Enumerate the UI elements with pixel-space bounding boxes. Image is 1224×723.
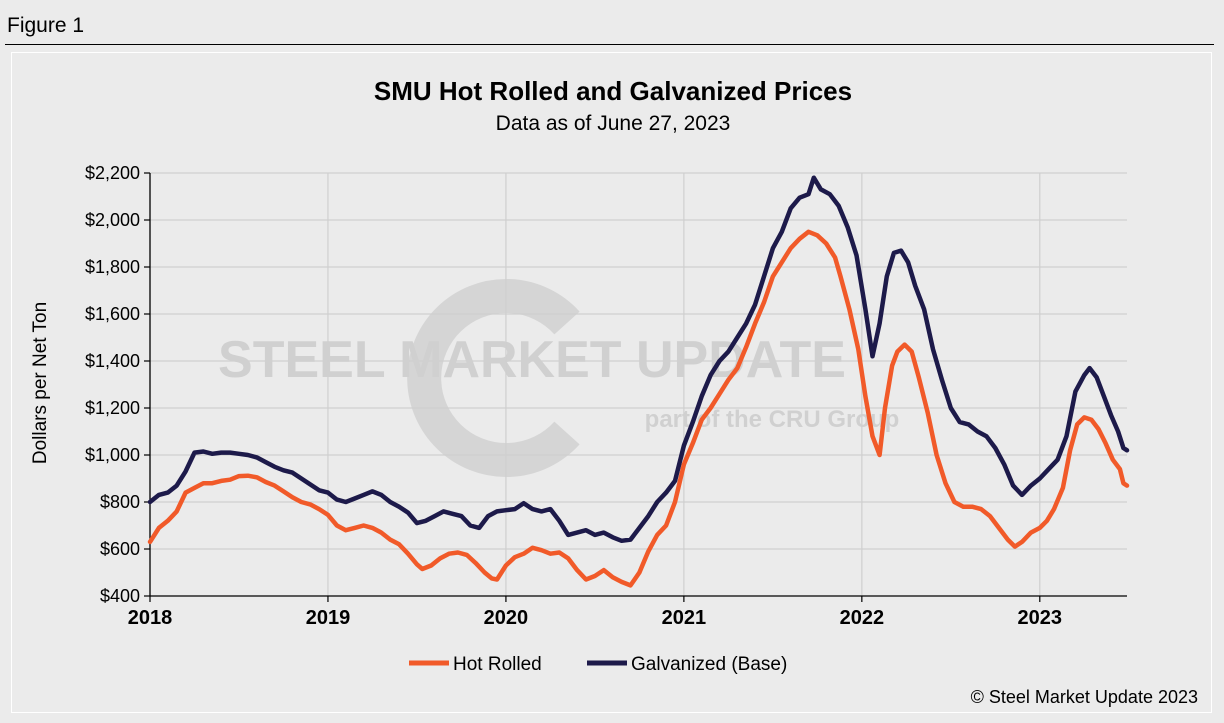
x-tick-label: 2022 — [840, 607, 885, 629]
y-axis-label: Dollars per Net Ton — [30, 302, 51, 464]
chart-panel: STEEL MARKET UPDATE part of the CRU Grou… — [11, 52, 1212, 713]
watermark-sub: part of the CRU Group — [645, 406, 900, 433]
copyright-notice: © Steel Market Update 2023 — [971, 687, 1198, 707]
y-tick-label: $1,000 — [85, 445, 140, 465]
watermark-main: STEEL MARKET UPDATE — [218, 331, 846, 389]
y-tick-label: $2,000 — [85, 210, 140, 230]
legend-label-hot-rolled: Hot Rolled — [453, 654, 542, 675]
chart-subtitle: Data as of June 27, 2023 — [496, 112, 731, 135]
chart-canvas: STEEL MARKET UPDATE part of the CRU Grou… — [30, 76, 1198, 707]
y-tick-label: $1,200 — [85, 398, 140, 418]
x-tick-label: 2021 — [662, 607, 707, 629]
x-tick-label: 2018 — [128, 607, 173, 629]
y-tick-label: $800 — [100, 492, 140, 512]
chart-title: SMU Hot Rolled and Galvanized Prices — [374, 76, 852, 106]
galvanized-line — [147, 175, 1130, 544]
watermark-swoosh — [407, 279, 580, 477]
y-tick-label: $1,400 — [85, 351, 140, 371]
legend-label-galvanized: Galvanized (Base) — [631, 654, 787, 675]
x-tick-label: 2020 — [484, 607, 529, 629]
series-lines — [147, 175, 1130, 588]
figure-label: Figure 1 — [7, 14, 85, 37]
y-tick-label: $600 — [100, 539, 140, 559]
y-tick-label: $1,800 — [85, 257, 140, 277]
hot-rolled-line — [147, 229, 1130, 588]
watermark: STEEL MARKET UPDATE part of the CRU Grou… — [218, 279, 900, 477]
y-axis-ticks: $400 $600 $800 $1,000 $1,200 $1,400 $1,600 $1,8… — [85, 163, 150, 606]
x-axis-ticks: 2018 2019 2020 2021 2022 2023 — [128, 596, 1062, 629]
y-tick-label: $400 — [100, 586, 140, 606]
legend: Hot Rolled Galvanized (Base) — [409, 654, 787, 675]
y-tick-label: $2,200 — [85, 163, 140, 183]
figure-divider — [5, 44, 1214, 45]
x-tick-label: 2023 — [1018, 607, 1063, 629]
x-tick-label: 2019 — [306, 607, 351, 629]
y-tick-label: $1,600 — [85, 304, 140, 324]
